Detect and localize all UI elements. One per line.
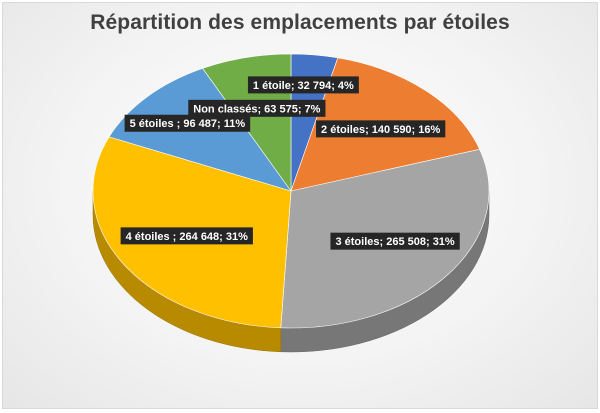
- label-box-3: [330, 232, 460, 250]
- label-box-6: [188, 99, 326, 117]
- label-box-2: [316, 120, 446, 138]
- data-label-2: 2 étoiles; 140 590; 16%: [321, 124, 440, 136]
- data-label-1: 1 étoile; 32 794; 4%: [253, 80, 354, 92]
- data-label-6: Non classés; 63 575; 7%: [193, 103, 320, 115]
- label-box-5: [124, 114, 251, 132]
- data-label-3: 3 étoiles; 265 508; 31%: [335, 236, 454, 248]
- chart-title: Répartition des emplacements par étoiles: [90, 11, 510, 34]
- data-label-5: 5 étoiles ; 96 487; 11%: [130, 118, 246, 130]
- chart-area: Répartition des emplacements par étoiles…: [2, 2, 598, 409]
- data-labels: 1 étoile; 32 794; 4% 2 étoiles; 140 590; …: [120, 76, 460, 250]
- label-box-1: [247, 76, 359, 94]
- pie-top: [92, 53, 490, 329]
- label-box-4: [120, 227, 253, 245]
- pie-chart: 1 étoile; 32 794; 4% 2 étoiles; 140 590; …: [92, 53, 490, 353]
- data-label-4: 4 étoiles ; 264 648; 31%: [126, 231, 249, 243]
